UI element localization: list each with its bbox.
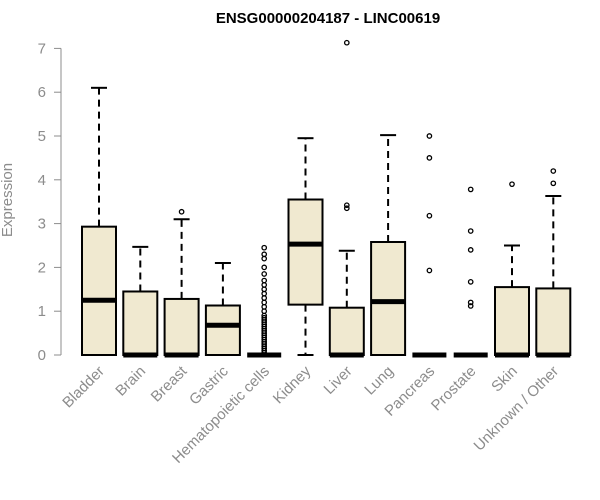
outlier-point — [343, 202, 350, 209]
outlier-point — [261, 314, 268, 321]
y-tick-label: 4 — [38, 172, 46, 189]
iqr-box — [328, 306, 365, 357]
outlier-point — [426, 133, 433, 139]
outlier-point — [261, 264, 268, 271]
outlier-point — [261, 277, 268, 284]
iqr-box — [163, 297, 200, 357]
outlier-point — [426, 212, 433, 219]
chart-title: ENSG00000204187 - LINC00619 — [216, 10, 440, 27]
outlier-point — [467, 279, 474, 285]
y-tick-label: 2 — [38, 259, 46, 276]
iqr-box — [494, 286, 530, 356]
box-0 — [81, 86, 117, 356]
box-2 — [163, 208, 200, 358]
x-tick-label: Liver — [321, 363, 356, 398]
y-tick-label: 0 — [38, 347, 46, 364]
outlier-point — [550, 168, 557, 174]
y-tick-label: 3 — [38, 216, 46, 233]
iqr-box — [370, 240, 407, 356]
outlier-point — [467, 228, 474, 234]
outlier-point — [467, 303, 474, 309]
box-1 — [122, 245, 159, 358]
box-10 — [494, 181, 530, 358]
iqr-box — [535, 287, 572, 357]
x-tick-label: Skin — [488, 363, 521, 396]
y-tick-label: 1 — [38, 303, 46, 320]
x-tick-label: Prostate — [428, 363, 480, 415]
outlier-point — [261, 251, 268, 258]
iqr-box — [287, 198, 324, 306]
y-tick-label: 5 — [38, 128, 46, 145]
outlier-point — [178, 208, 185, 215]
iqr-box — [81, 225, 117, 356]
y-tick-label: 7 — [38, 40, 46, 57]
outlier-point — [426, 267, 433, 274]
y-axis: 0 1 2 3 4 5 6 7 — [38, 40, 62, 364]
outlier-point — [261, 244, 268, 251]
x-tick-label: Kidney — [270, 362, 315, 407]
outlier-point — [426, 155, 433, 161]
outlier-point — [261, 271, 268, 277]
outlier-point — [550, 180, 557, 187]
outlier-point — [343, 39, 350, 46]
outlier-point — [343, 205, 350, 212]
outlier-point — [467, 299, 474, 306]
box-9 — [453, 186, 488, 358]
box-6 — [328, 39, 365, 358]
y-axis-label: Expression — [0, 163, 16, 237]
box-5 — [287, 137, 324, 356]
boxes-group — [81, 39, 572, 358]
outlier-point — [467, 247, 474, 253]
box-3 — [204, 262, 241, 357]
box-4 — [247, 244, 282, 358]
outlier-point — [467, 186, 474, 193]
outlier-point — [509, 181, 515, 188]
x-tick-label: Breast — [148, 362, 191, 405]
iqr-box — [204, 304, 241, 357]
x-tick-label: Bladder — [59, 363, 108, 412]
iqr-box — [122, 290, 159, 356]
box-7 — [370, 134, 407, 356]
box-8 — [412, 133, 447, 358]
x-tick-label: Lung — [361, 363, 397, 399]
box-11 — [535, 168, 572, 358]
x-tick-label: Brain — [112, 363, 149, 400]
y-tick-label: 6 — [38, 84, 46, 101]
